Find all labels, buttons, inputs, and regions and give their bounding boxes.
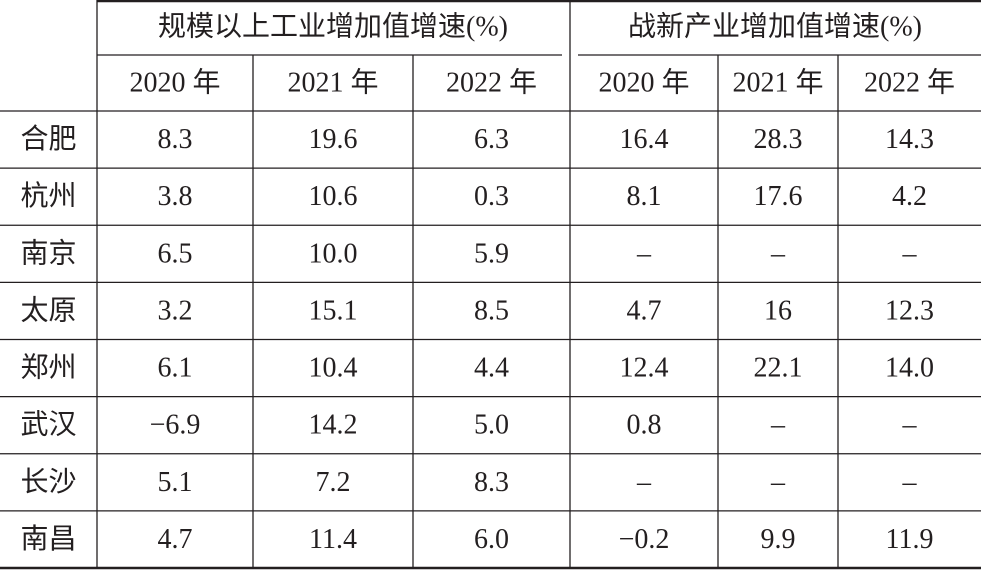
cell: – bbox=[770, 238, 786, 269]
cell: 22.1 bbox=[754, 353, 803, 384]
cell: −0.2 bbox=[619, 524, 670, 555]
cell: 5.1 bbox=[158, 467, 193, 498]
cell: 0.8 bbox=[627, 410, 662, 441]
cell: – bbox=[902, 410, 918, 441]
cell: 10.6 bbox=[309, 181, 358, 212]
cell: 6.5 bbox=[158, 238, 193, 269]
cell: 8.3 bbox=[158, 124, 193, 155]
cell: 8.3 bbox=[474, 467, 509, 498]
row-header: 太原 bbox=[20, 294, 76, 326]
cell: 8.1 bbox=[627, 181, 662, 212]
cell: 11.9 bbox=[886, 524, 934, 555]
cell: – bbox=[636, 238, 652, 269]
cell: 7.2 bbox=[316, 467, 351, 498]
group-header: 规模以上工业增加值增速(%) bbox=[158, 11, 508, 43]
cell: 5.9 bbox=[474, 238, 509, 269]
cell: 10.0 bbox=[309, 238, 358, 269]
row-header: 南昌 bbox=[20, 523, 76, 555]
cell: 11.4 bbox=[309, 524, 357, 555]
group-header: 战新产业增加值增速(%) bbox=[628, 11, 922, 43]
cell: 6.3 bbox=[474, 124, 509, 155]
cell: 19.6 bbox=[309, 124, 358, 155]
year-header: 2021 年 bbox=[732, 67, 823, 99]
cell: 4.7 bbox=[158, 524, 193, 555]
cell: 6.0 bbox=[474, 524, 509, 555]
cell: 12.4 bbox=[620, 353, 669, 384]
cell: 14.2 bbox=[309, 410, 358, 441]
cell: 14.0 bbox=[885, 353, 934, 384]
cell: 4.7 bbox=[627, 295, 662, 326]
year-header: 2021 年 bbox=[287, 67, 378, 99]
row-header: 南京 bbox=[20, 237, 76, 269]
cell: 3.2 bbox=[158, 295, 193, 326]
row-header: 长沙 bbox=[20, 466, 76, 498]
cell: 4.4 bbox=[474, 353, 509, 384]
cell: – bbox=[770, 467, 786, 498]
cell: – bbox=[636, 467, 652, 498]
row-header: 合肥 bbox=[20, 123, 76, 155]
cell: 12.3 bbox=[885, 295, 934, 326]
cell: 17.6 bbox=[754, 181, 803, 212]
year-header: 2020 年 bbox=[129, 67, 220, 99]
cell: 4.2 bbox=[892, 181, 927, 212]
cell: 28.3 bbox=[754, 124, 803, 155]
cell: – bbox=[902, 467, 918, 498]
row-header: 武汉 bbox=[20, 409, 76, 441]
row-header: 杭州 bbox=[20, 180, 76, 212]
year-header: 2020 年 bbox=[598, 67, 689, 99]
year-header: 2022 年 bbox=[864, 67, 955, 99]
cell: 6.1 bbox=[158, 353, 193, 384]
cell: 10.4 bbox=[309, 353, 358, 384]
cell: 0.3 bbox=[474, 181, 509, 212]
cell: 14.3 bbox=[885, 124, 934, 155]
cell: 9.9 bbox=[761, 524, 796, 555]
cell: 16 bbox=[764, 295, 792, 326]
cell: – bbox=[902, 238, 918, 269]
row-header: 郑州 bbox=[20, 352, 76, 384]
cell: – bbox=[770, 410, 786, 441]
cell: 15.1 bbox=[309, 295, 358, 326]
cell: −6.9 bbox=[150, 410, 201, 441]
cell: 16.4 bbox=[620, 124, 669, 155]
cell: 8.5 bbox=[474, 295, 509, 326]
year-header: 2022 年 bbox=[446, 67, 537, 99]
cell: 3.8 bbox=[158, 181, 193, 212]
cell: 5.0 bbox=[474, 410, 509, 441]
